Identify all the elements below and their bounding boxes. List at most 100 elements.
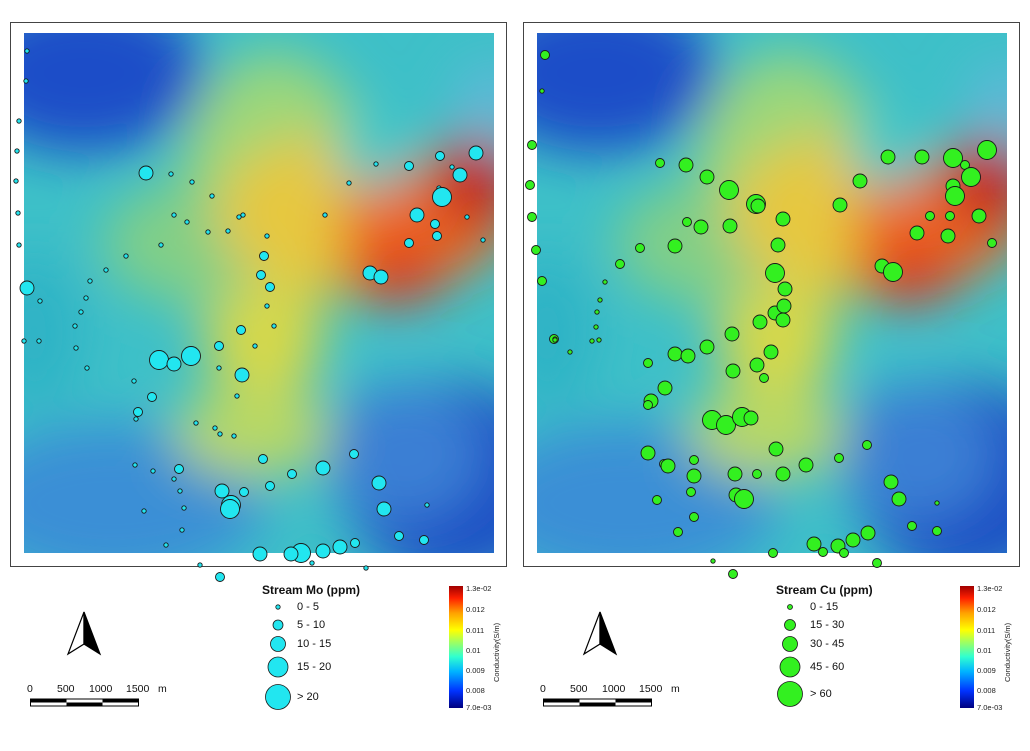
- sample-point: [216, 365, 222, 371]
- scale-unit: m: [671, 683, 680, 695]
- sample-point: [419, 535, 429, 545]
- sample-point: [371, 475, 387, 491]
- sample-point: [768, 441, 784, 457]
- legend-class-5: > 60: [810, 688, 832, 700]
- sample-point: [123, 253, 129, 259]
- sample-point: [527, 212, 537, 222]
- sample-point: [845, 532, 861, 548]
- sample-point: [589, 338, 595, 344]
- sample-point: [37, 298, 43, 304]
- sample-point: [652, 495, 662, 505]
- scale-tick-500: 500: [570, 683, 588, 695]
- sample-point: [349, 449, 359, 459]
- sample-point: [265, 282, 275, 292]
- sample-point: [977, 140, 997, 160]
- sample-point: [832, 197, 848, 213]
- legend-symbol-4: [779, 656, 801, 678]
- legend-symbol-5: [777, 681, 803, 707]
- sample-point: [552, 337, 558, 343]
- sample-point: [759, 373, 769, 383]
- sample-point: [537, 276, 547, 286]
- legend-class-1: 0 - 15: [810, 601, 839, 613]
- scale-tick-1000: 1000: [89, 683, 113, 695]
- sample-point: [264, 303, 270, 309]
- sample-point: [234, 367, 250, 383]
- sample-point: [205, 229, 211, 235]
- sample-point: [174, 464, 184, 474]
- sample-point: [798, 457, 814, 473]
- sample-point: [315, 460, 331, 476]
- sample-point: [660, 458, 676, 474]
- sample-point: [435, 151, 445, 161]
- sample-point: [158, 242, 164, 248]
- sample-point: [987, 238, 997, 248]
- sample-point: [567, 349, 573, 355]
- sample-point: [171, 212, 177, 218]
- sample-point: [133, 407, 143, 417]
- sample-point: [860, 525, 876, 541]
- sample-point: [271, 323, 277, 329]
- scale-bar-graphic: [30, 698, 139, 707]
- sample-point: [259, 251, 269, 261]
- sample-point: [168, 171, 174, 177]
- sample-point: [667, 346, 683, 362]
- sample-point: [940, 228, 956, 244]
- sample-point: [184, 219, 190, 225]
- sample-point: [945, 211, 955, 221]
- sample-point: [880, 149, 896, 165]
- scale-unit: m: [158, 683, 167, 695]
- sample-point: [540, 50, 550, 60]
- scale-tick-0: 0: [540, 683, 546, 695]
- sample-point: [527, 140, 537, 150]
- sample-point: [716, 415, 736, 435]
- sample-point: [449, 164, 455, 170]
- legend-class-1: 0 - 5: [297, 601, 320, 613]
- legend-title: Stream Mo (ppm): [262, 583, 361, 597]
- sample-point: [539, 88, 545, 94]
- sample-point: [181, 346, 201, 366]
- sample-point: [265, 481, 275, 491]
- sample-point: [239, 487, 249, 497]
- sample-point: [727, 466, 743, 482]
- colorbar-gradient: [960, 586, 974, 708]
- sample-point: [21, 338, 27, 344]
- sample-point: [234, 393, 240, 399]
- sample-point: [23, 78, 29, 84]
- legend-symbol-1: [787, 604, 793, 610]
- sample-point: [775, 466, 791, 482]
- colorbar-min: 7.0e-03: [977, 703, 1003, 712]
- sample-point: [225, 228, 231, 234]
- sample-point: [231, 433, 237, 439]
- legend-symbol-3: [782, 636, 798, 652]
- colorbar-tick: 0.008: [977, 686, 996, 695]
- sample-point: [596, 337, 602, 343]
- sample-point: [934, 500, 940, 506]
- map-panel-cu: [523, 22, 1020, 579]
- colorbar-max: 1.3e-02: [977, 584, 1003, 593]
- sample-point: [189, 179, 195, 185]
- colorbar-tick: 0.012: [977, 605, 996, 614]
- sample-point: [686, 487, 696, 497]
- legend-symbol-3: [270, 636, 286, 652]
- legend-symbol-5: [265, 684, 291, 710]
- sample-point: [24, 48, 30, 54]
- north-arrow-icon: [582, 611, 618, 656]
- sample-point: [907, 521, 917, 531]
- sample-point: [236, 325, 246, 335]
- sample-point: [724, 326, 740, 342]
- colorbar-tick: 0.012: [466, 605, 485, 614]
- sample-point: [932, 526, 942, 536]
- sample-point: [236, 214, 242, 220]
- map-panel-mo: [10, 22, 507, 582]
- sample-point: [689, 455, 699, 465]
- legend-class-5: > 20: [297, 691, 319, 703]
- sample-point: [615, 259, 625, 269]
- sample-point: [72, 323, 78, 329]
- sample-point: [763, 344, 779, 360]
- sample-point: [87, 278, 93, 284]
- sample-point: [883, 262, 903, 282]
- sample-point: [710, 558, 716, 564]
- sample-point: [643, 400, 653, 410]
- sample-point: [593, 324, 599, 330]
- legend-symbols: [777, 604, 803, 707]
